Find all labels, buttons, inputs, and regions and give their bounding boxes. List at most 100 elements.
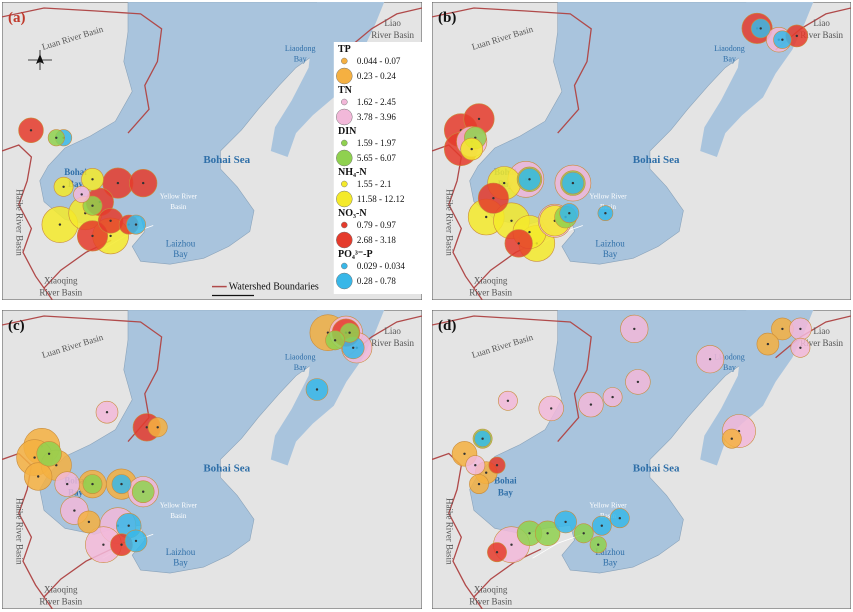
label-yellow-river-basin: Basin: [600, 512, 616, 520]
site-center-dot: [618, 517, 621, 520]
site-center-dot: [510, 219, 513, 222]
legend-symbol-large: [336, 149, 353, 167]
site-center-dot: [91, 482, 94, 486]
site-center-dot: [799, 327, 802, 331]
legend-symbol-large: [336, 272, 353, 290]
legend-range-low-nh4: 1.55 - 2.1: [357, 179, 392, 189]
label-xiaoqing-river-basin: Xiaoqing: [474, 276, 508, 286]
legend-symbol-small: [341, 262, 348, 270]
legend-symbol-large: [336, 67, 353, 85]
label-liao-river-basin: Liao: [813, 18, 830, 28]
legend-title-nh4: NH₄-N: [338, 167, 367, 178]
site-center-dot: [109, 219, 112, 222]
site-center-dot: [495, 551, 499, 554]
legend-title-tp: TP: [338, 44, 351, 55]
legend-range-low-tp: 0.044 - 0.07: [357, 56, 401, 66]
legend-range-high-din: 5.65 - 6.07: [357, 153, 396, 163]
legend-range-high-no3: 2.68 - 3.18: [357, 235, 396, 245]
label-liao-river-basin: River Basin: [371, 338, 414, 348]
watershed-boundary-line: [2, 315, 163, 443]
site-center-dot: [66, 482, 69, 486]
label-yellow-river-basin: Yellow River: [160, 501, 198, 509]
label-haihe-river-basin: Haihe River Basin: [445, 498, 455, 565]
label-liaodong-bay: Liaodong: [285, 352, 316, 361]
panel-label-b: (b): [438, 10, 456, 26]
legend-symbol-large: [336, 231, 353, 249]
label-laizhou-bay: Bay: [603, 558, 618, 568]
legend-title-no3: NO₃-N: [338, 208, 367, 219]
site-center-dot: [564, 520, 567, 524]
label-laizhou-bay: Bay: [173, 558, 188, 568]
site-center-dot: [333, 339, 337, 342]
bohai-sea-water: [39, 2, 347, 265]
label-haihe-river-basin: Haihe River Basin: [15, 498, 25, 565]
bohai-sea-water: [469, 2, 776, 265]
site-center-dot: [62, 185, 65, 188]
legend-title-tn: TN: [338, 85, 353, 96]
label-liaodong-bay: Bay: [294, 55, 307, 64]
label-liaodong-bay: Bay: [723, 55, 736, 64]
site-center-dot: [582, 532, 585, 535]
legend-symbol-small: [341, 98, 348, 106]
site-center-dot: [156, 426, 159, 429]
site-center-dot: [510, 543, 513, 546]
panel-label-c: (c): [8, 318, 25, 334]
site-center-dot: [795, 34, 798, 38]
label-yellow-river-basin: Yellow River: [589, 501, 627, 509]
legend-boundary-label: Watershed Boundaries: [229, 282, 319, 293]
site-center-dot: [91, 234, 94, 238]
label-bohai-bay: Bay: [498, 487, 514, 497]
site-center-dot: [134, 223, 138, 226]
site-center-dot: [604, 212, 607, 215]
site-center-dot: [73, 509, 76, 512]
watershed-boundary-line: [473, 548, 542, 598]
label-yellow-river-basin: Basin: [170, 203, 186, 211]
site-center-dot: [492, 197, 495, 200]
site-center-dot: [109, 234, 112, 238]
site-center-dot: [102, 543, 105, 546]
site-center-dot: [503, 181, 506, 185]
label-haihe-river-basin: Haihe River Basin: [15, 189, 25, 256]
legend-range-high-nh4: 11.58 - 12.12: [357, 194, 405, 204]
label-yellow-river-basin: Basin: [170, 512, 186, 520]
site-center-dot: [611, 395, 614, 399]
site-center-dot: [485, 471, 488, 474]
label-bohai-sea: Bohai Sea: [633, 154, 680, 166]
legend-range-low-po4: 0.029 - 0.034: [357, 261, 405, 271]
watershed-boundary-line: [2, 7, 163, 134]
site-center-dot: [477, 117, 481, 121]
site-center-dot: [781, 38, 784, 41]
site-center-dot: [142, 490, 145, 493]
legend-symbol-small: [341, 221, 348, 229]
label-liaodong-bay: Bay: [294, 363, 307, 372]
label-laizhou-bay: Laizhou: [595, 238, 625, 248]
site-center-dot: [597, 543, 600, 546]
label-bohai-bay: Bay: [68, 179, 84, 189]
site-center-dot: [781, 327, 784, 331]
site-center-dot: [315, 388, 319, 391]
site-center-dot: [589, 403, 593, 406]
panel-label-d: (d): [438, 318, 456, 334]
legend-symbol-small: [341, 139, 348, 147]
map-panel-a: Bohai SeaBohaiBayLaizhouBayLiaodongBayLu…: [2, 2, 422, 300]
bohai-sea-water: [39, 310, 347, 574]
liaodong-bay-water: [270, 2, 385, 157]
label-liao-river-basin: Liao: [384, 326, 401, 336]
legend-symbol-small: [341, 57, 348, 65]
label-laizhou-bay: Laizhou: [166, 547, 196, 557]
label-liao-river-basin: River Basin: [800, 30, 843, 40]
watershed-boundary-line: [2, 144, 53, 300]
site-center-dot: [33, 456, 36, 459]
label-liao-river-basin: River Basin: [800, 338, 843, 348]
label-yellow-river-basin: Yellow River: [589, 193, 627, 201]
watershed-boundary-line: [432, 315, 592, 443]
panel-label-a: (a): [8, 10, 26, 26]
legend-range-high-tp: 0.23 - 0.24: [357, 71, 396, 81]
legend-range-high-po4: 0.28 - 0.78: [357, 276, 396, 286]
label-liao-river-basin: River Basin: [371, 30, 414, 40]
watershed-boundary-line: [432, 7, 592, 134]
legend-range-low-tn: 1.62 - 2.45: [357, 97, 396, 107]
legend-title-po4: PO₄³⁻-P: [338, 249, 373, 260]
label-bohai-bay: Bohai: [64, 167, 87, 177]
